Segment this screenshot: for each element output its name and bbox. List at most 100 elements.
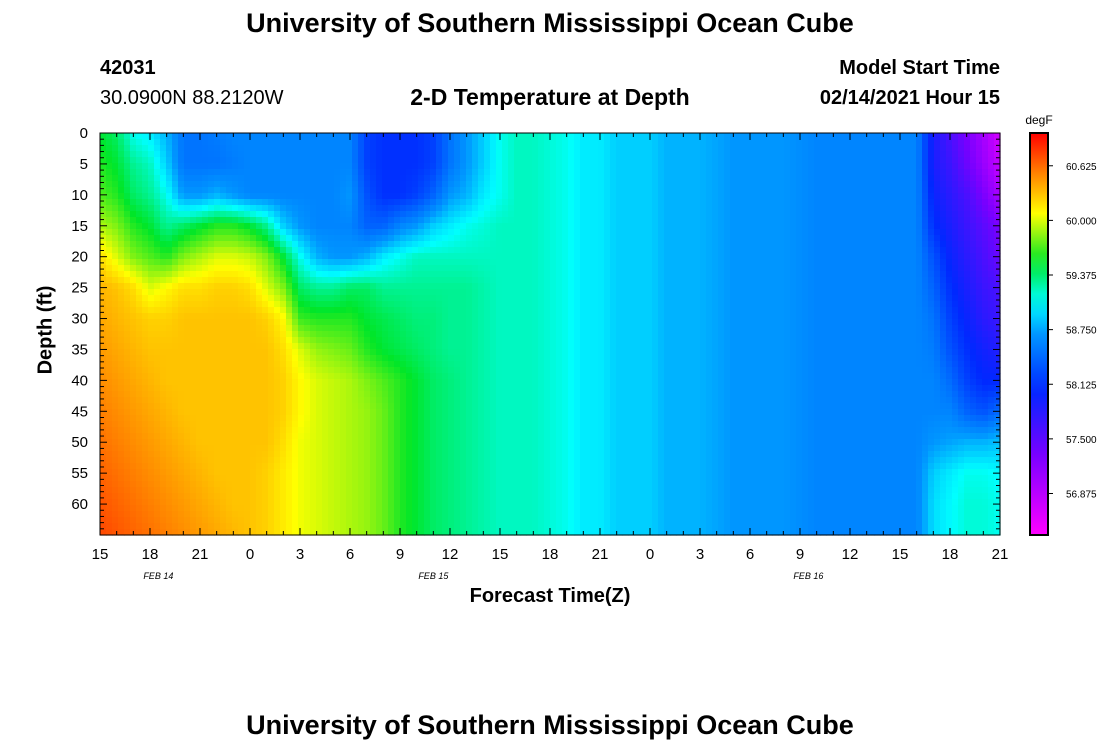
heatmap-cell bbox=[796, 151, 803, 158]
heatmap-cell bbox=[148, 241, 155, 248]
heatmap-cell bbox=[850, 187, 857, 194]
heatmap-cell bbox=[460, 241, 467, 248]
heatmap-cell bbox=[988, 139, 995, 146]
heatmap-cell bbox=[958, 319, 965, 326]
heatmap-cell bbox=[778, 325, 785, 332]
heatmap-cell bbox=[652, 283, 659, 290]
heatmap-cell bbox=[994, 169, 1001, 176]
heatmap-cell bbox=[970, 181, 977, 188]
heatmap-cell bbox=[622, 181, 629, 188]
heatmap-cell bbox=[286, 289, 293, 296]
heatmap-cell bbox=[616, 325, 623, 332]
heatmap-cell bbox=[742, 289, 749, 296]
heatmap-cell bbox=[580, 157, 587, 164]
heatmap-cell bbox=[352, 139, 359, 146]
heatmap-cell bbox=[916, 211, 923, 218]
heatmap-cell bbox=[874, 199, 881, 206]
heatmap-cell bbox=[832, 181, 839, 188]
heatmap-cell bbox=[436, 271, 443, 278]
heatmap-cell bbox=[112, 211, 119, 218]
heatmap-cell bbox=[778, 157, 785, 164]
heatmap-cell bbox=[118, 157, 125, 164]
heatmap-cell bbox=[658, 253, 665, 260]
heatmap-cell bbox=[922, 145, 929, 152]
heatmap-cell bbox=[820, 325, 827, 332]
heatmap-cell bbox=[772, 223, 779, 230]
heatmap-cell bbox=[862, 211, 869, 218]
heatmap-cell bbox=[334, 271, 341, 278]
heatmap-cell bbox=[838, 295, 845, 302]
heatmap-cell bbox=[724, 145, 731, 152]
heatmap-cell bbox=[460, 151, 467, 158]
heatmap-cell bbox=[994, 307, 1001, 314]
heatmap-cell bbox=[820, 181, 827, 188]
heatmap-cell bbox=[118, 253, 125, 260]
heatmap-cell bbox=[202, 313, 209, 320]
heatmap-cell bbox=[814, 199, 821, 206]
heatmap-cell bbox=[472, 193, 479, 200]
heatmap-cell bbox=[976, 217, 983, 224]
heatmap-cell bbox=[526, 139, 533, 146]
heatmap-cell bbox=[940, 277, 947, 284]
heatmap-cell bbox=[874, 301, 881, 308]
heatmap-cell bbox=[214, 307, 221, 314]
heatmap-cell bbox=[370, 157, 377, 164]
heatmap-cell bbox=[304, 319, 311, 326]
heatmap-cell bbox=[694, 307, 701, 314]
heatmap-cell bbox=[598, 253, 605, 260]
heatmap-cell bbox=[580, 205, 587, 212]
heatmap-cell bbox=[580, 151, 587, 158]
heatmap-cell bbox=[526, 211, 533, 218]
heatmap-cell bbox=[814, 271, 821, 278]
heatmap-cell bbox=[340, 133, 347, 140]
heatmap-cell bbox=[652, 133, 659, 140]
heatmap-cell bbox=[862, 247, 869, 254]
heatmap-cell bbox=[598, 277, 605, 284]
heatmap-cell bbox=[610, 151, 617, 158]
heatmap-cell bbox=[562, 145, 569, 152]
heatmap-cell bbox=[928, 301, 935, 308]
heatmap-cell bbox=[298, 205, 305, 212]
heatmap-cell bbox=[712, 169, 719, 176]
heatmap-cell bbox=[316, 151, 323, 158]
heatmap-cell bbox=[196, 199, 203, 206]
heatmap-cell bbox=[700, 283, 707, 290]
heatmap-cell bbox=[970, 301, 977, 308]
heatmap-cell bbox=[562, 151, 569, 158]
heatmap-cell bbox=[730, 181, 737, 188]
heatmap-cell bbox=[778, 259, 785, 266]
heatmap-cell bbox=[874, 229, 881, 236]
heatmap-cell bbox=[136, 259, 143, 266]
heatmap-cell bbox=[232, 295, 239, 302]
heatmap-cell bbox=[148, 205, 155, 212]
heatmap-cell bbox=[424, 247, 431, 254]
heatmap-cell bbox=[106, 319, 113, 326]
heatmap-cell bbox=[124, 157, 131, 164]
heatmap-cell bbox=[286, 253, 293, 260]
heatmap-cell bbox=[646, 139, 653, 146]
heatmap-cell bbox=[862, 139, 869, 146]
heatmap-cell bbox=[508, 229, 515, 236]
heatmap-cell bbox=[784, 175, 791, 182]
heatmap-cell bbox=[574, 271, 581, 278]
heatmap-cell bbox=[316, 235, 323, 242]
heatmap-cell bbox=[100, 301, 107, 308]
heatmap-cell bbox=[604, 211, 611, 218]
heatmap-cell bbox=[460, 217, 467, 224]
heatmap-cell bbox=[706, 313, 713, 320]
heatmap-cell bbox=[682, 277, 689, 284]
heatmap-cell bbox=[964, 283, 971, 290]
heatmap-cell bbox=[634, 193, 641, 200]
heatmap-cell bbox=[112, 331, 119, 338]
heatmap-cell bbox=[256, 163, 263, 170]
heatmap-cell bbox=[244, 187, 251, 194]
heatmap-cell bbox=[424, 151, 431, 158]
heatmap-cell bbox=[364, 187, 371, 194]
heatmap-cell bbox=[940, 181, 947, 188]
heatmap-cell bbox=[658, 163, 665, 170]
heatmap-cell bbox=[988, 265, 995, 272]
heatmap-cell bbox=[472, 325, 479, 332]
heatmap-cell bbox=[604, 157, 611, 164]
heatmap-cell bbox=[304, 259, 311, 266]
heatmap-cell bbox=[412, 145, 419, 152]
